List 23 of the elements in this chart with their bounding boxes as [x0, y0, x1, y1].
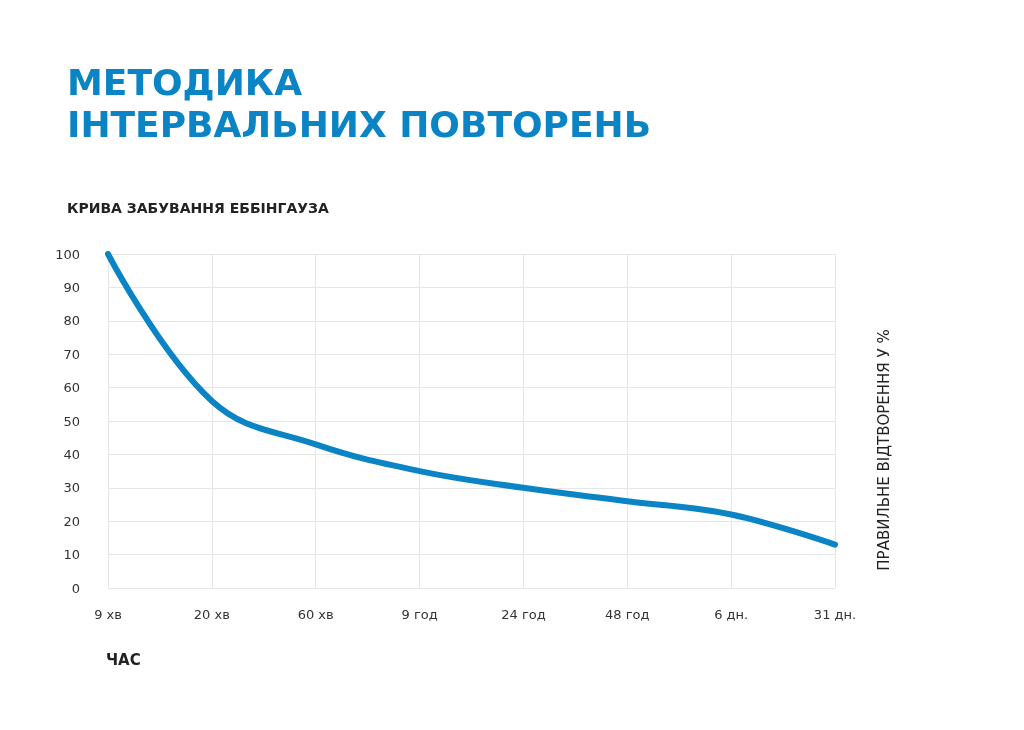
y-tick-label: 100: [55, 246, 80, 262]
y-tick-label: 0: [71, 580, 80, 596]
y-tick-label: 80: [63, 313, 80, 329]
chart-title: МЕТОДИКА ІНТЕРВАЛЬНИХ ПОВТОРЕНЬ: [67, 61, 652, 145]
y-tick-label: 10: [63, 547, 80, 563]
y-tick-label: 70: [63, 346, 80, 362]
y-tick-label: 30: [63, 480, 80, 496]
y-tick-label: 90: [63, 279, 80, 295]
y-tick-label: 60: [63, 380, 80, 396]
y-axis-title: ПРАВИЛЬНЕ ВІДТВОРЕННЯ У %: [874, 329, 893, 571]
y-tick-label: 40: [63, 446, 80, 462]
y-tick-label: 50: [63, 413, 80, 429]
x-tick-label: 60 хв: [297, 607, 334, 622]
x-tick-label: 24 год: [501, 607, 546, 622]
x-tick-label: 9 год: [401, 607, 438, 622]
x-axis-title: ЧАС: [106, 650, 141, 669]
x-tick-label: 9 хв: [94, 607, 122, 622]
y-tick-label: 20: [63, 513, 80, 529]
x-tick-label: 31 дн.: [813, 607, 857, 622]
x-tick-label: 48 год: [605, 607, 650, 622]
chart-subtitle: КРИВА ЗАБУВАННЯ ЕББІНГАУЗА: [67, 200, 329, 216]
x-tick-label: 6 дн.: [714, 607, 749, 622]
x-tick-label: 20 хв: [193, 607, 230, 622]
